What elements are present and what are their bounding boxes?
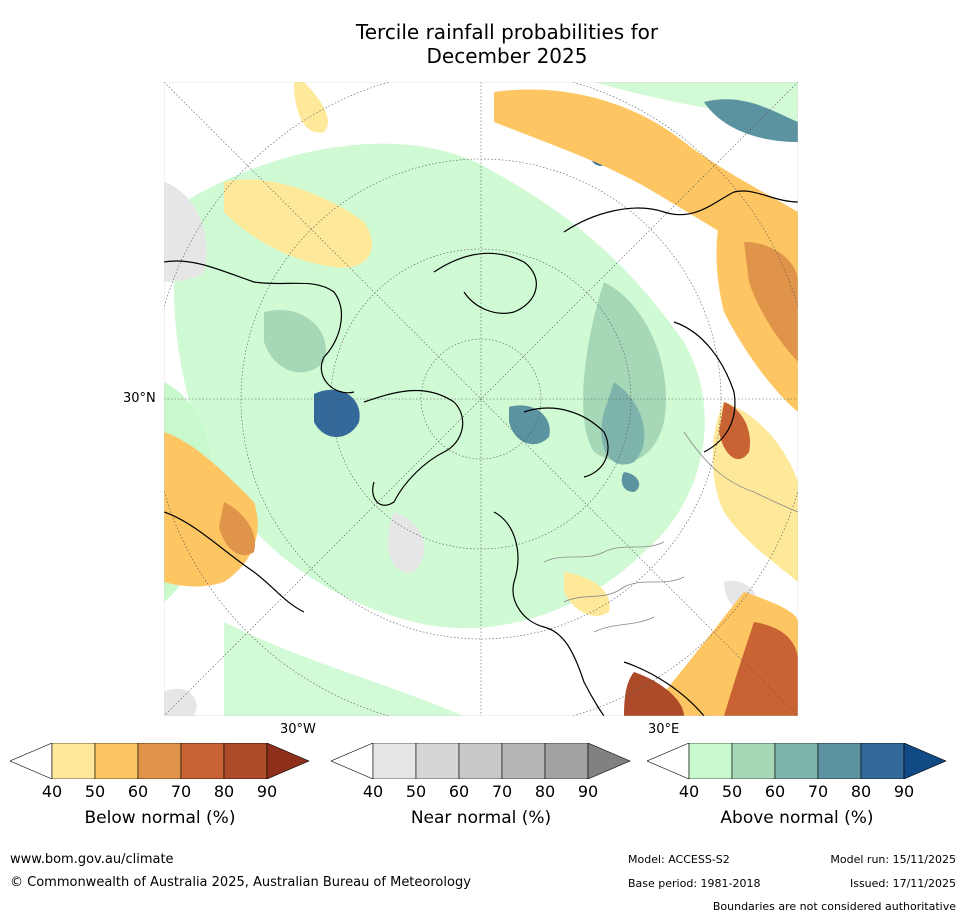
tick-label: 50 [405, 782, 427, 801]
colorbar-above-normal-arrow-high [903, 743, 947, 779]
colorbar-near-normal-bin-40 [372, 743, 417, 779]
tick-label: 40 [41, 782, 63, 801]
colorbar-near-normal-bin-50 [415, 743, 460, 779]
longitude-label-30e: 30°E [648, 722, 680, 737]
country-boundaries [543, 431, 798, 633]
colorbar-below-normal [10, 743, 310, 779]
title-line-2: December 2025 [426, 44, 588, 68]
colorbar-above-normal-swatches [647, 743, 947, 779]
graticule [164, 82, 798, 716]
colorbar-below-normal-bin-80 [223, 743, 268, 779]
colorbar-near-normal-arrow-high [587, 743, 631, 779]
tick-label: 60 [448, 782, 470, 801]
tick-label: 70 [170, 782, 192, 801]
colorbar-above-normal-title: Above normal (%) [720, 808, 874, 828]
tick-label: 70 [491, 782, 513, 801]
colorbar-above-normal-bin-40 [688, 743, 733, 779]
model-name: Model: ACCESS-S2 [628, 853, 730, 866]
model-run-date: Model run: 15/11/2025 [830, 853, 956, 866]
colorbar-near-normal-bin-70 [501, 743, 546, 779]
longitude-label-30w: 30°W [280, 722, 316, 737]
colorbar-near-normal-swatches [331, 743, 631, 779]
colorbar-above-normal-arrow-low [647, 743, 690, 779]
polar-rainfall-map [164, 82, 798, 716]
copyright-notice: © Commonwealth of Australia 2025, Austra… [10, 875, 471, 890]
colorbar-below-normal-bin-50 [94, 743, 139, 779]
tick-label: 60 [764, 782, 786, 801]
colorbar-near-normal-bin-60 [458, 743, 503, 779]
tick-label: 90 [577, 782, 599, 801]
colorbar-below-normal-bin-60 [137, 743, 182, 779]
colorbar-above-normal-bin-70 [817, 743, 862, 779]
title-line-1: Tercile rainfall probabilities for [355, 20, 659, 44]
latitude-label-30n: 30°N [123, 391, 156, 406]
tick-label: 60 [127, 782, 149, 801]
colorbar-above-normal-bin-50 [731, 743, 776, 779]
coastlines [164, 190, 798, 716]
colorbar-below-normal-arrow-high [266, 743, 310, 779]
website-url: www.bom.gov.au/climate [10, 852, 174, 867]
map-title: Tercile rainfall probabilities for Decem… [0, 20, 965, 68]
below-normal-region [164, 82, 798, 716]
base-period: Base period: 1981-2018 [628, 877, 761, 890]
tick-label: 80 [850, 782, 872, 801]
tick-label: 50 [721, 782, 743, 801]
colorbar-above-normal [647, 743, 947, 779]
colorbar-above-normal-bin-60 [774, 743, 819, 779]
tick-label: 50 [84, 782, 106, 801]
colorbar-near-normal-title: Near normal (%) [410, 808, 552, 828]
tick-label: 80 [213, 782, 235, 801]
tick-label: 80 [534, 782, 556, 801]
tick-label: 40 [362, 782, 384, 801]
colorbar-below-normal-arrow-low [10, 743, 53, 779]
above-normal-strong [264, 99, 798, 492]
boundaries-disclaimer: Boundaries are not considered authoritat… [712, 900, 956, 913]
tick-label: 40 [678, 782, 700, 801]
tick-label: 70 [807, 782, 829, 801]
colorbar-near-normal-bin-80 [544, 743, 589, 779]
colorbar-above-normal-bin-80 [860, 743, 905, 779]
tick-label: 90 [893, 782, 915, 801]
colorbar-below-normal-bin-40 [51, 743, 96, 779]
colorbar-near-normal-arrow-low [331, 743, 374, 779]
colorbar-below-normal-bin-70 [180, 743, 225, 779]
colorbar-near-normal [331, 743, 631, 779]
colorbar-below-normal-swatches [10, 743, 310, 779]
issued-date: Issued: 17/11/2025 [849, 877, 956, 890]
tick-label: 90 [256, 782, 278, 801]
colorbar-below-normal-title: Below normal (%) [84, 808, 236, 828]
